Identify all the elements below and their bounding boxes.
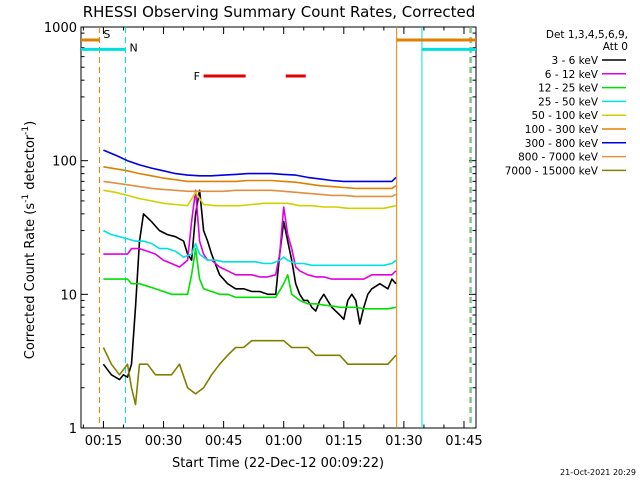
series-line-3 bbox=[103, 229, 397, 267]
legend-entry-label: 7000 - 15000 keV bbox=[505, 165, 599, 177]
legend-entry-label: 12 - 25 keV bbox=[538, 83, 599, 95]
legend-entry-label: 100 - 300 keV bbox=[525, 124, 599, 136]
y-tick-label: 1 bbox=[69, 422, 77, 437]
legend-header: Att 0 bbox=[603, 41, 628, 53]
y-tick-label: 10 bbox=[60, 288, 77, 303]
plot-frame bbox=[80, 26, 477, 429]
x-tick-label: 00:15 bbox=[85, 434, 122, 449]
series-line-0 bbox=[102, 189, 397, 381]
series-line-4 bbox=[103, 189, 397, 210]
y-axis-label-detector: detector bbox=[23, 134, 38, 194]
y-axis-label-exp2: -1 bbox=[21, 126, 31, 135]
flag-label-s: S bbox=[103, 28, 110, 41]
series-line-6 bbox=[103, 149, 397, 183]
x-axis-label: Start Time (22-Dec-12 00:09:22) bbox=[172, 456, 384, 471]
legend-entry-label: 6 - 12 keV bbox=[545, 69, 599, 81]
series-line-5 bbox=[103, 166, 397, 190]
legend-entry-label: 25 - 50 keV bbox=[538, 96, 599, 108]
legend-entry-label: 300 - 800 keV bbox=[525, 138, 599, 150]
series-line-8 bbox=[102, 339, 397, 406]
legend-entry-label: 3 - 6 keV bbox=[551, 55, 598, 67]
plot-area: 1 10 100 1000 00:15 00:30 00:45 01:00 01:15 01:30… bbox=[44, 21, 483, 449]
x-tick-label: 01:00 bbox=[265, 434, 302, 449]
svg-text:Corrected Count Rate (s-1 dete: Corrected Count Rate (s-1 detector-1) bbox=[21, 121, 38, 359]
y-axis-label: Corrected Count Rate (s-1 detector-1) bbox=[21, 121, 38, 359]
flag-label-f: F bbox=[194, 70, 200, 83]
legend: Det 1,3,4,5,6,9,Att 0 3 - 6 keV 6 - 12 keV… bbox=[505, 29, 628, 177]
legend-entry-label: 800 - 7000 keV bbox=[518, 152, 599, 164]
x-tick-label: 00:30 bbox=[145, 434, 182, 449]
y-tick-label: 100 bbox=[52, 155, 77, 170]
legend-entry-label: 50 - 100 keV bbox=[531, 110, 598, 122]
y-axis-label-text: Corrected Count Rate (s bbox=[23, 203, 38, 360]
y-axis-label-exp1: -1 bbox=[21, 194, 31, 203]
series-line-7 bbox=[103, 180, 397, 198]
x-tick-label: 00:45 bbox=[205, 434, 242, 449]
x-tick-label: 01:15 bbox=[325, 434, 362, 449]
chart-title: RHESSI Observing Summary Count Rates, Co… bbox=[83, 3, 476, 21]
x-tick-label: 01:30 bbox=[385, 434, 422, 449]
y-tick-label: 1000 bbox=[44, 21, 77, 36]
x-tick-label: 01:45 bbox=[445, 434, 482, 449]
series-line-1 bbox=[103, 189, 397, 280]
legend-header: Det 1,3,4,5,6,9, bbox=[546, 29, 628, 41]
footer-date: 21-Oct-2021 20:29 bbox=[560, 468, 636, 477]
series-line-2 bbox=[103, 247, 397, 310]
y-axis-label-close: ) bbox=[23, 121, 38, 126]
flag-label-n: N bbox=[129, 41, 137, 54]
